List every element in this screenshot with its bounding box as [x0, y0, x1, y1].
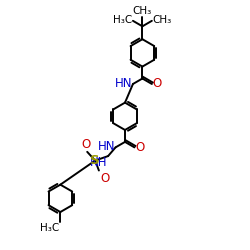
- Text: CH₃: CH₃: [153, 15, 172, 25]
- Text: H₃C: H₃C: [113, 15, 132, 25]
- Text: CH₃: CH₃: [133, 6, 152, 16]
- Text: H₃C: H₃C: [40, 223, 59, 233]
- Text: O: O: [136, 141, 145, 154]
- Text: O: O: [82, 138, 91, 151]
- Text: O: O: [153, 78, 162, 90]
- Text: HN: HN: [98, 140, 115, 153]
- Text: O: O: [100, 172, 109, 185]
- Text: S: S: [90, 154, 100, 167]
- Text: HN: HN: [114, 77, 132, 90]
- Text: NH: NH: [90, 156, 108, 169]
